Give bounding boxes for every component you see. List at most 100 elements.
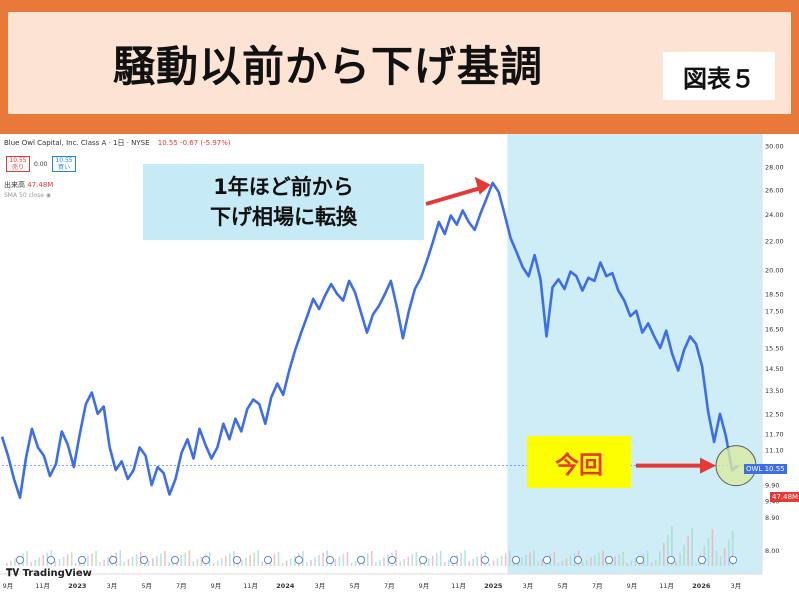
volume-label: 出来高 bbox=[4, 181, 25, 189]
volume-bar bbox=[99, 562, 101, 566]
volume-bar bbox=[581, 562, 584, 566]
volume-bar bbox=[614, 556, 616, 566]
volume-bar bbox=[30, 562, 32, 566]
chart-area: 8.008.909.409.9011.1011.7012.5013.5014.5… bbox=[0, 134, 799, 598]
volume-bar bbox=[663, 543, 665, 566]
volume-bar bbox=[448, 559, 450, 566]
volume-bar bbox=[731, 531, 734, 566]
callout-arrow bbox=[425, 184, 486, 206]
y-tick-label: 28.00 bbox=[765, 164, 784, 172]
x-tick-label: 9月 bbox=[3, 582, 14, 590]
volume-bar bbox=[156, 555, 158, 566]
y-tick-label: 18.50 bbox=[765, 290, 784, 298]
volume-bar bbox=[131, 556, 134, 566]
volume-bar bbox=[468, 561, 470, 566]
volume-bar bbox=[565, 558, 568, 566]
ticker-tag-symbol: OWL bbox=[746, 465, 763, 473]
volume-bar bbox=[180, 555, 182, 566]
volume-bar bbox=[119, 550, 122, 566]
x-tick-label: 7月 bbox=[176, 582, 187, 590]
y-tick-label: 16.50 bbox=[765, 325, 784, 333]
volume-bar bbox=[715, 551, 718, 566]
volume-bar bbox=[719, 556, 722, 566]
volume-value: 47.48M bbox=[27, 181, 54, 189]
volume-bar bbox=[293, 555, 296, 566]
y-tick-label: 14.50 bbox=[765, 365, 784, 373]
volume-bar bbox=[691, 527, 693, 566]
volume-bar bbox=[598, 552, 600, 566]
volume-bar bbox=[500, 555, 503, 566]
dividend-marker bbox=[15, 555, 24, 564]
x-tick-label: 7月 bbox=[592, 582, 603, 590]
sell-button[interactable]: 10.55 売り bbox=[6, 156, 30, 172]
volume-bar bbox=[667, 534, 669, 566]
dividend-marker bbox=[574, 555, 583, 564]
volume-bar bbox=[476, 556, 479, 566]
sell-label: 売り bbox=[11, 164, 24, 171]
volume-bar bbox=[707, 537, 710, 566]
volume-bar bbox=[594, 555, 596, 566]
eye-icon[interactable]: ◉ bbox=[45, 192, 52, 199]
volume-bar bbox=[521, 557, 523, 566]
volume-bar bbox=[541, 559, 543, 566]
volume-bar bbox=[622, 551, 625, 566]
volume-bar bbox=[606, 561, 608, 566]
ticker-tag-price: 10.55 bbox=[764, 465, 785, 473]
x-tick-label: 3月 bbox=[107, 582, 118, 590]
dividend-marker bbox=[605, 555, 614, 564]
volume-bar bbox=[346, 551, 349, 566]
volume-bar bbox=[350, 563, 353, 566]
dividend-marker bbox=[698, 555, 707, 564]
volume-bar bbox=[253, 552, 255, 566]
volume-bar bbox=[241, 559, 243, 566]
volume-bar bbox=[212, 563, 215, 566]
y-tick-label: 11.70 bbox=[765, 431, 784, 439]
volume-bar bbox=[188, 550, 191, 566]
volume-bar bbox=[675, 561, 677, 566]
volume-bar bbox=[427, 558, 430, 566]
price-chart: 8.008.909.409.9011.1011.7012.5013.5014.5… bbox=[0, 134, 784, 590]
volume-bar bbox=[683, 544, 685, 566]
x-tick-label: 2025 bbox=[484, 582, 503, 590]
volume-bar bbox=[630, 560, 633, 566]
volume-bar bbox=[431, 555, 434, 566]
volume-readout: 出来高 47.48M bbox=[4, 180, 53, 190]
volume-bar bbox=[147, 560, 150, 566]
volume-bar bbox=[160, 553, 162, 566]
x-tick-label: 11月 bbox=[35, 582, 50, 590]
volume-bar bbox=[658, 551, 661, 566]
volume-bar bbox=[444, 562, 446, 566]
volume-bar bbox=[273, 554, 276, 566]
y-tick-label: 24.00 bbox=[765, 211, 784, 219]
volume-bar bbox=[302, 551, 304, 566]
callout-line-2: 下げ相場に転換 bbox=[210, 205, 357, 229]
volume-bar bbox=[338, 556, 341, 566]
x-tick-label: 5月 bbox=[141, 582, 152, 590]
x-tick-label: 9月 bbox=[211, 582, 222, 590]
buy-price: 10.55 bbox=[55, 157, 73, 164]
volume-bar bbox=[383, 557, 385, 566]
volume-bar bbox=[103, 559, 105, 566]
dividend-marker bbox=[232, 555, 241, 564]
x-tick-label: 5月 bbox=[349, 582, 360, 590]
dividend-marker bbox=[201, 555, 210, 564]
x-tick-label: 3月 bbox=[523, 582, 534, 590]
dividend-marker bbox=[263, 555, 272, 564]
volume-bar bbox=[687, 536, 689, 566]
dividend-marker bbox=[667, 555, 676, 564]
page-title: 騒動以前から下げ基調 bbox=[112, 41, 543, 91]
volume-bar bbox=[407, 556, 410, 566]
volume-bar bbox=[650, 562, 653, 566]
now-arrowhead bbox=[700, 457, 716, 474]
volume-bar bbox=[14, 558, 16, 566]
volume-bar bbox=[646, 551, 649, 566]
now-label: 今回 bbox=[527, 436, 631, 488]
dividend-marker bbox=[325, 555, 334, 564]
tv-logo-text: TradingView bbox=[22, 568, 92, 579]
buy-button[interactable]: 10.55 買い bbox=[52, 156, 76, 172]
callout-arrowhead bbox=[474, 176, 491, 195]
volume-bar bbox=[403, 559, 406, 566]
title-banner: 騒動以前から下げ基調 図表５ bbox=[8, 12, 791, 114]
volume-bar bbox=[196, 559, 199, 566]
volume-bar bbox=[585, 559, 588, 566]
